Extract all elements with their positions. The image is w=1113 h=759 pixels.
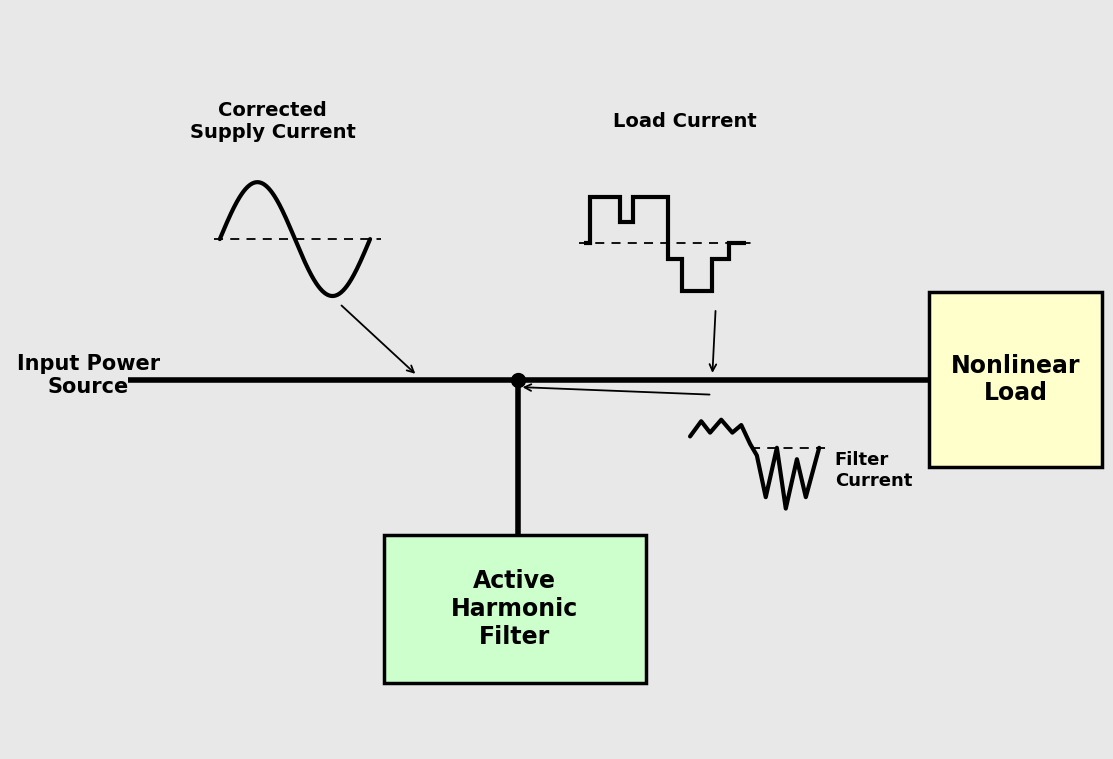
Text: Corrected
Supply Current: Corrected Supply Current: [189, 101, 356, 142]
Text: Active
Harmonic
Filter: Active Harmonic Filter: [451, 569, 579, 649]
Bar: [929, 292, 1102, 467]
Text: Filter
Current: Filter Current: [835, 451, 913, 490]
Bar: [384, 535, 646, 683]
Text: Load Current: Load Current: [612, 112, 757, 131]
Text: Input Power
Source: Input Power Source: [17, 354, 160, 397]
Text: Nonlinear
Load: Nonlinear Load: [951, 354, 1081, 405]
